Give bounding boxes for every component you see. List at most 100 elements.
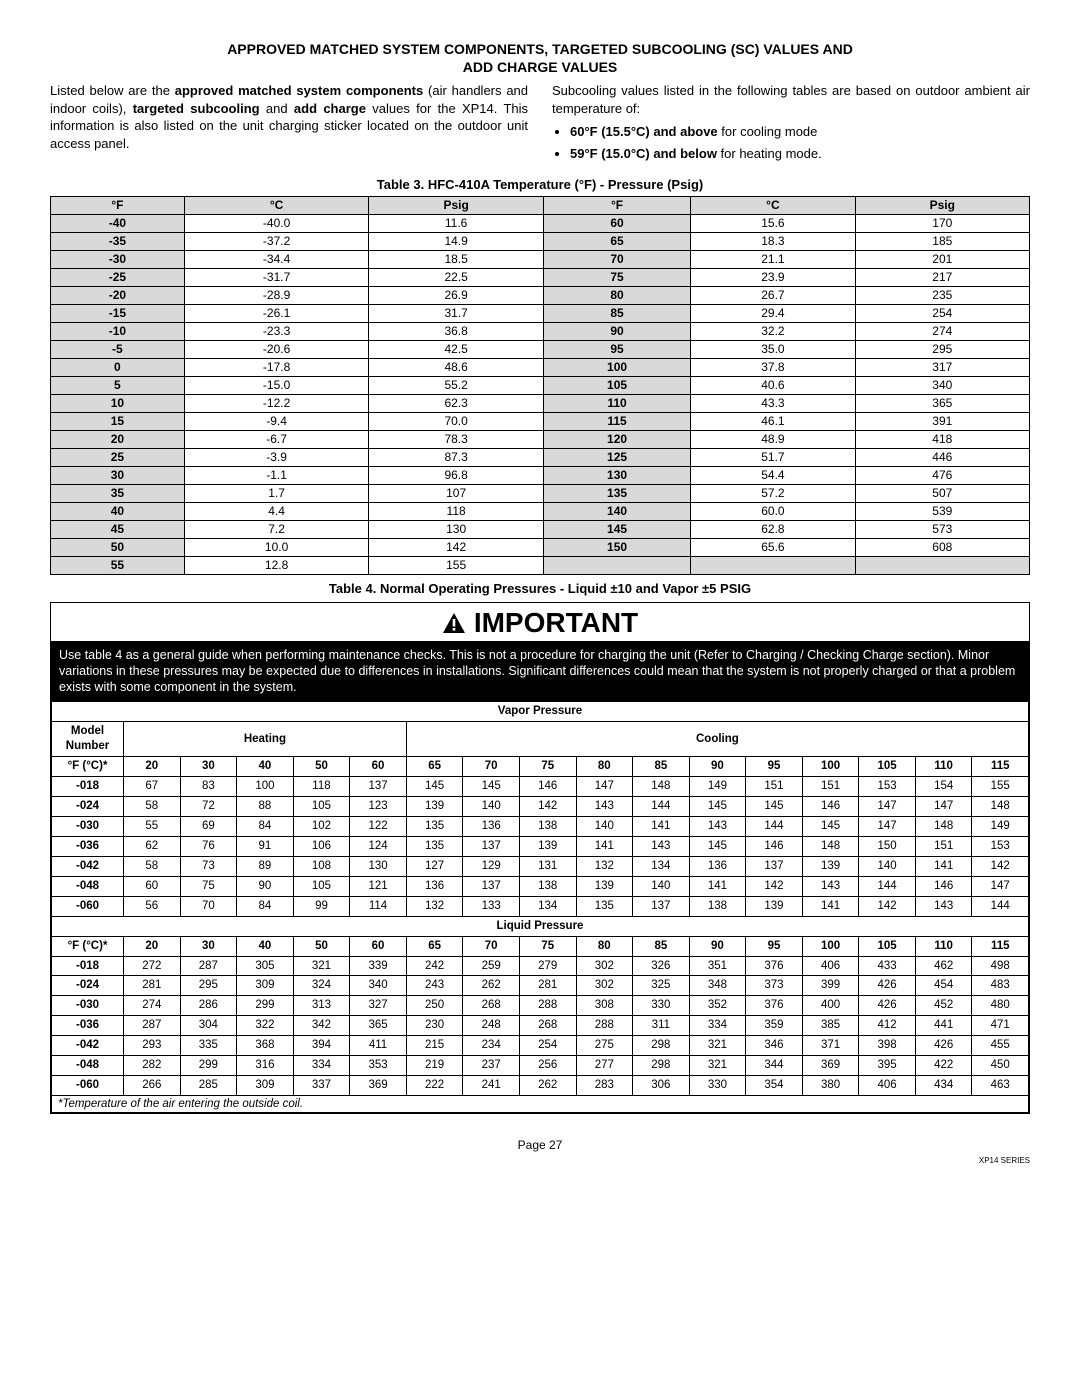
press-cell: 316 <box>237 1056 294 1076</box>
tp-cell: 10 <box>51 394 185 412</box>
temp-col: 105 <box>859 757 916 777</box>
press-cell: 337 <box>293 1076 350 1096</box>
important-box: IMPORTANT Use table 4 as a general guide… <box>50 602 1030 1115</box>
press-cell: 135 <box>406 836 463 856</box>
press-cell: 219 <box>406 1056 463 1076</box>
press-cell: 145 <box>746 797 803 817</box>
tp-cell: 107 <box>369 484 543 502</box>
model-cell: -042 <box>52 1036 124 1056</box>
tp-cell: 35.0 <box>691 340 855 358</box>
press-cell: 133 <box>463 896 520 916</box>
tp-cell: -40 <box>51 214 185 232</box>
temp-row-label: °F (°C)* <box>52 936 124 956</box>
tp-cell: 55.2 <box>369 376 543 394</box>
press-cell: 83 <box>180 777 237 797</box>
tp-cell: 130 <box>543 466 690 484</box>
press-cell: 406 <box>859 1076 916 1096</box>
press-cell: 462 <box>915 956 972 976</box>
tp-cell: 21.1 <box>691 250 855 268</box>
press-cell: 142 <box>972 856 1029 876</box>
press-cell: 58 <box>124 856 181 876</box>
press-cell: 99 <box>293 896 350 916</box>
press-cell: 102 <box>293 816 350 836</box>
press-cell: 376 <box>746 996 803 1016</box>
press-cell: 58 <box>124 797 181 817</box>
press-cell: 339 <box>350 956 407 976</box>
press-cell: 241 <box>463 1076 520 1096</box>
temp-col: 110 <box>915 936 972 956</box>
press-cell: 149 <box>689 777 746 797</box>
tp-cell: 62.8 <box>691 520 855 538</box>
tp-cell: 507 <box>855 484 1029 502</box>
press-cell: 369 <box>802 1056 859 1076</box>
tp-header: °F <box>543 196 690 214</box>
title-line-1: APPROVED MATCHED SYSTEM COMPONENTS, TARG… <box>227 41 853 57</box>
tp-cell: -30 <box>51 250 185 268</box>
tp-cell: 295 <box>855 340 1029 358</box>
press-cell: 243 <box>406 976 463 996</box>
press-cell: 412 <box>859 1016 916 1036</box>
press-cell: 142 <box>746 876 803 896</box>
press-cell: 299 <box>180 1056 237 1076</box>
press-cell: 121 <box>350 876 407 896</box>
temp-col: 90 <box>689 757 746 777</box>
press-cell: 346 <box>746 1036 803 1056</box>
model-cell: -042 <box>52 856 124 876</box>
table3-caption: Table 3. HFC-410A Temperature (°F) - Pre… <box>50 177 1030 192</box>
tp-cell: 78.3 <box>369 430 543 448</box>
tp-cell: 118 <box>369 502 543 520</box>
press-cell: 138 <box>689 896 746 916</box>
tp-cell: -3.9 <box>184 448 369 466</box>
press-cell: 411 <box>350 1036 407 1056</box>
press-cell: 288 <box>519 996 576 1016</box>
heating-header: Heating <box>124 722 407 757</box>
tp-cell: 54.4 <box>691 466 855 484</box>
model-cell: -036 <box>52 836 124 856</box>
tp-cell: 150 <box>543 538 690 556</box>
press-cell: 135 <box>406 816 463 836</box>
press-cell: 122 <box>350 816 407 836</box>
model-cell: -048 <box>52 876 124 896</box>
press-cell: 137 <box>633 896 690 916</box>
tp-cell: -9.4 <box>184 412 369 430</box>
press-cell: 145 <box>689 797 746 817</box>
press-cell: 248 <box>463 1016 520 1036</box>
press-cell: 60 <box>124 876 181 896</box>
tp-cell: 100 <box>543 358 690 376</box>
press-cell: 299 <box>237 996 294 1016</box>
press-cell: 327 <box>350 996 407 1016</box>
press-cell: 84 <box>237 896 294 916</box>
model-cell: -030 <box>52 996 124 1016</box>
tp-cell: -20 <box>51 286 185 304</box>
tp-cell: -31.7 <box>184 268 369 286</box>
temp-col: 30 <box>180 757 237 777</box>
tp-cell: 317 <box>855 358 1029 376</box>
press-cell: 498 <box>972 956 1029 976</box>
press-cell: 124 <box>350 836 407 856</box>
tp-cell: 10.0 <box>184 538 369 556</box>
press-cell: 309 <box>237 976 294 996</box>
cooling-header: Cooling <box>406 722 1028 757</box>
press-cell: 88 <box>237 797 294 817</box>
press-cell: 426 <box>859 976 916 996</box>
press-cell: 426 <box>915 1036 972 1056</box>
press-cell: 139 <box>576 876 633 896</box>
press-cell: 141 <box>689 876 746 896</box>
temp-col: 75 <box>519 936 576 956</box>
press-cell: 123 <box>350 797 407 817</box>
important-text: Use table 4 as a general guide when perf… <box>51 641 1029 702</box>
intro-left: Listed below are the approved matched sy… <box>50 82 528 166</box>
press-cell: 215 <box>406 1036 463 1056</box>
temp-col: 80 <box>576 757 633 777</box>
press-cell: 143 <box>802 876 859 896</box>
press-cell: 298 <box>633 1036 690 1056</box>
tp-cell: 30 <box>51 466 185 484</box>
press-cell: 426 <box>859 996 916 1016</box>
tp-header: °F <box>51 196 185 214</box>
tp-cell: 70 <box>543 250 690 268</box>
temp-col: 100 <box>802 757 859 777</box>
temp-pressure-table: °F°CPsig°F°CPsig -40-40.011.66015.6170-3… <box>50 196 1030 575</box>
tp-header: Psig <box>855 196 1029 214</box>
tp-cell: 87.3 <box>369 448 543 466</box>
series-label: XP14 SERIES <box>979 1156 1030 1165</box>
